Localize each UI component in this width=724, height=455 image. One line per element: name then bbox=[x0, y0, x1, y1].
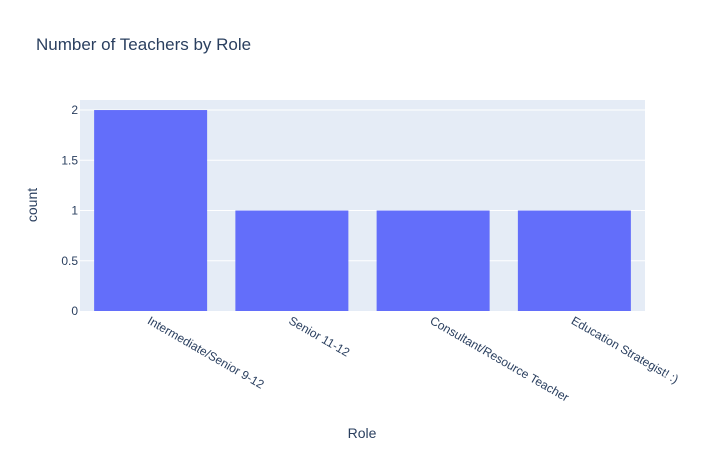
chart-title: Number of Teachers by Role bbox=[36, 35, 251, 54]
y-tick-label: 0.5 bbox=[61, 254, 78, 268]
bar[interactable] bbox=[517, 210, 631, 311]
bar[interactable] bbox=[376, 210, 490, 311]
y-tick-label: 0 bbox=[71, 304, 78, 318]
y-tick-label: 1 bbox=[71, 204, 78, 218]
bar[interactable] bbox=[235, 210, 349, 311]
bar[interactable] bbox=[94, 110, 208, 311]
bars bbox=[94, 110, 631, 311]
y-tick-label: 1.5 bbox=[61, 153, 78, 167]
y-tick-labels: 0 0.5 1 1.5 2 bbox=[61, 103, 78, 318]
y-axis-title: count bbox=[24, 188, 40, 222]
y-tick-label: 2 bbox=[71, 103, 78, 117]
x-axis-title: Role bbox=[348, 425, 377, 441]
